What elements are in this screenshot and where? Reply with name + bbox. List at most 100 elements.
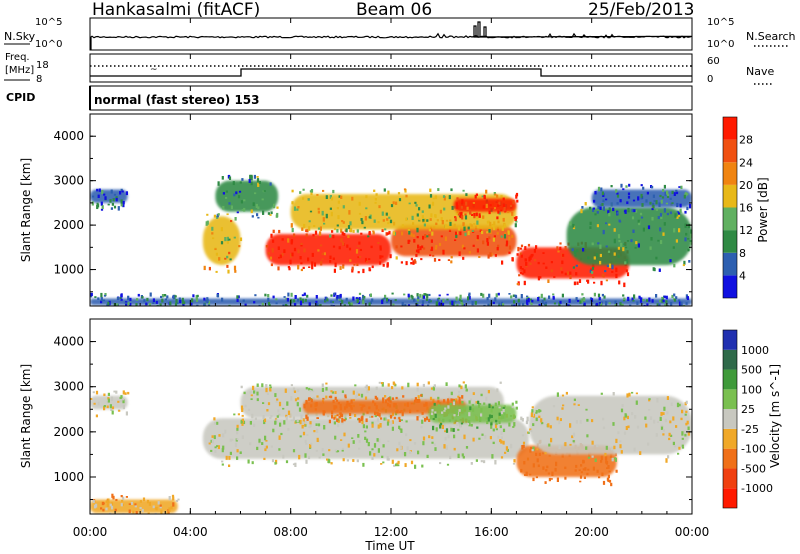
heatmap-speck	[453, 434, 456, 439]
heatmap-speck	[448, 396, 451, 400]
heatmap-speck	[114, 508, 117, 512]
heatmap-speck	[334, 415, 337, 419]
heatmap-speck	[604, 452, 607, 457]
heatmap-speck	[602, 206, 605, 211]
heatmap-speck	[664, 191, 667, 196]
heatmap-speck	[181, 297, 184, 302]
heatmap-speck	[210, 449, 213, 452]
heatmap-speck	[556, 416, 559, 421]
heatmap-speck	[426, 293, 429, 299]
heatmap-speck	[400, 245, 403, 248]
heatmap-speck	[675, 425, 678, 428]
heatmap-speck	[411, 398, 414, 401]
heatmap-region	[528, 395, 692, 455]
heatmap-speck	[349, 417, 352, 419]
heatmap-speck	[315, 423, 318, 426]
heatmap-speck	[313, 311, 315, 314]
heatmap-speck	[142, 497, 146, 502]
heatmap-speck	[458, 298, 462, 301]
heatmap-speck	[576, 310, 578, 314]
heatmap-speck	[230, 220, 233, 223]
heatmap-speck	[252, 202, 255, 207]
heatmap-speck	[449, 301, 452, 305]
heatmap-speck	[460, 302, 463, 305]
heatmap-speck	[678, 228, 681, 233]
heatmap-speck	[620, 408, 624, 413]
heatmap-speck	[371, 448, 374, 451]
heatmap-speck	[461, 199, 464, 204]
heatmap-speck	[586, 434, 589, 438]
heatmap-speck	[672, 246, 675, 249]
heatmap-speck	[370, 309, 372, 311]
heatmap-speck	[687, 248, 690, 252]
heatmap-speck	[390, 204, 394, 208]
heatmap-speck	[684, 192, 688, 195]
heatmap-speck	[284, 303, 288, 306]
heatmap-speck	[96, 188, 99, 192]
heatmap-speck	[342, 221, 345, 224]
freq-label-line2: [MHz]	[5, 65, 34, 76]
heatmap-speck	[112, 198, 115, 202]
heatmap-speck	[679, 309, 681, 313]
heatmap-speck	[542, 466, 545, 470]
heatmap-speck	[520, 294, 523, 299]
heatmap-speck	[442, 418, 445, 423]
heatmap-speck	[513, 459, 516, 463]
heatmap-speck	[432, 425, 435, 431]
heatmap-speck	[438, 258, 441, 262]
heatmap-speck	[113, 205, 117, 209]
heatmap-speck	[363, 226, 366, 229]
heatmap-speck	[502, 303, 505, 306]
heatmap-speck	[476, 235, 479, 240]
heatmap-speck	[447, 398, 450, 401]
heatmap-speck	[579, 307, 581, 311]
heatmap-speck	[417, 450, 420, 455]
heatmap-speck	[526, 295, 529, 298]
colorbar-tick-label: -500	[741, 462, 766, 475]
heatmap-speck	[389, 254, 392, 259]
heatmap-speck	[340, 439, 343, 441]
heatmap-speck	[418, 207, 421, 211]
heatmap-speck	[358, 241, 361, 245]
heatmap-speck	[334, 396, 337, 400]
heatmap-speck	[416, 382, 419, 387]
heatmap-speck	[345, 297, 348, 301]
heatmap-speck	[440, 422, 443, 426]
heatmap-speck	[591, 455, 594, 458]
heatmap-speck	[272, 229, 275, 234]
colorbar-segment	[723, 409, 737, 429]
heatmap-speck	[272, 295, 275, 299]
heatmap-speck	[265, 440, 268, 442]
heatmap-speck	[486, 238, 489, 243]
heatmap-speck	[447, 434, 450, 439]
heatmap-speck	[127, 391, 130, 395]
heatmap-speck	[518, 274, 521, 277]
heatmap-speck	[121, 503, 124, 506]
heatmap-speck	[665, 306, 667, 310]
heatmap-speck	[480, 393, 483, 397]
heatmap-speck	[432, 386, 435, 391]
heatmap-speck	[488, 236, 491, 240]
heatmap-speck	[500, 311, 502, 313]
heatmap-speck	[292, 463, 296, 466]
heatmap-speck	[616, 211, 619, 215]
heatmap-speck	[455, 410, 458, 413]
heatmap-speck	[391, 397, 394, 400]
heatmap-speck	[304, 439, 307, 444]
heatmap-speck	[622, 299, 626, 302]
heatmap-speck	[454, 300, 457, 303]
heatmap-speck	[564, 442, 567, 447]
heatmap-speck	[577, 308, 579, 310]
heatmap-speck	[271, 459, 275, 463]
heatmap-speck	[371, 298, 374, 302]
heatmap-speck	[391, 412, 394, 416]
heatmap-speck	[623, 243, 626, 246]
heatmap-speck	[377, 424, 380, 429]
nsky-trace	[90, 21, 693, 50]
heatmap-speck	[352, 459, 355, 462]
heatmap-speck	[598, 303, 601, 306]
heatmap-speck	[341, 421, 344, 425]
nsky-right-tick-bottom: 10^0	[707, 39, 734, 50]
heatmap-speck	[267, 252, 270, 255]
heatmap-speck	[299, 300, 303, 306]
